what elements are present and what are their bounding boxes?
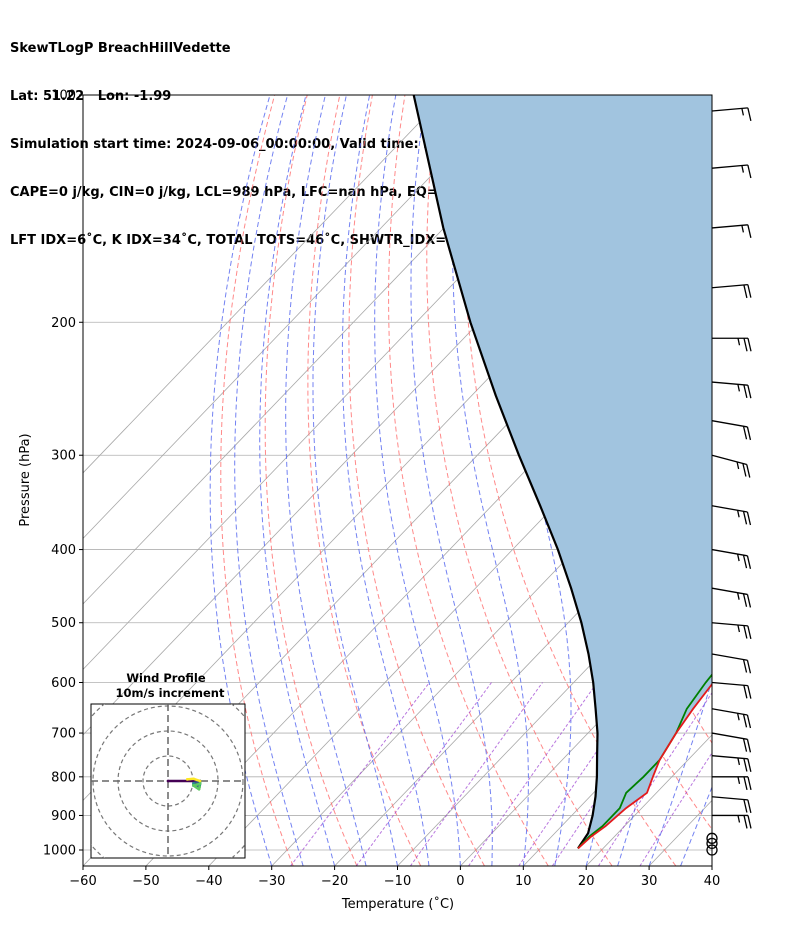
y-tick-label: 300	[51, 449, 76, 464]
y-tick-label: 1000	[43, 844, 76, 859]
wind-barb	[711, 107, 752, 122]
calm-wind-circle	[706, 837, 718, 850]
isotherm	[711, 865, 712, 866]
wind-barb	[711, 283, 752, 299]
wind-barb	[711, 796, 752, 813]
wind-barbs	[706, 107, 752, 856]
title-line-station: SkewTLogP BreachHillVedette	[10, 41, 231, 56]
moist-adiabat	[285, 95, 367, 866]
y-tick-label: 100	[51, 89, 76, 104]
wind-barb	[711, 653, 752, 674]
y-tick-label: 800	[51, 770, 76, 785]
dry-adiabat	[220, 95, 294, 866]
calm-wind-circle	[706, 844, 718, 856]
wind-barb	[711, 681, 752, 699]
dry-adiabat	[388, 95, 549, 866]
wind-barb	[711, 164, 752, 179]
y-tick-label: 600	[51, 676, 76, 691]
dewpoint-profile-line	[577, 673, 712, 850]
y-axis-label: Pressure (hPa)	[18, 433, 33, 526]
hodograph	[91, 704, 245, 858]
x-axis: −60 −50 −40 −30 −20 −10 0 10 20 30 40	[69, 866, 720, 889]
wind-barb	[712, 337, 752, 352]
isotherm	[460, 603, 712, 866]
x-tick-label: −10	[384, 874, 411, 889]
isotherm	[83, 95, 447, 474]
mixing-ratio-line	[468, 682, 598, 866]
wind-barb	[711, 622, 752, 640]
y-tick-label: 200	[51, 316, 76, 331]
x-tick-label: 40	[704, 874, 721, 889]
temperature-profile-line	[577, 682, 712, 850]
x-tick-label: 0	[456, 874, 464, 889]
moist-adiabat	[711, 864, 712, 866]
moist-adiabat	[452, 95, 529, 866]
inset-subtitle: 10m/s increment	[116, 686, 225, 700]
y-tick-label: 900	[51, 809, 76, 824]
moist-adiabat	[234, 95, 304, 866]
dry-adiabat	[763, 95, 794, 866]
x-tick-label: −30	[258, 874, 285, 889]
wind-barb	[711, 224, 752, 238]
dry-adiabat	[307, 95, 422, 866]
x-tick-label: −20	[321, 874, 348, 889]
dry-adiabat	[463, 95, 677, 866]
mixing-ratio-line	[355, 682, 492, 866]
mixing-ratio-line	[290, 682, 430, 866]
dry-adiabat	[264, 95, 358, 866]
wind-barb	[711, 755, 752, 772]
cape-fill-layer	[413, 95, 712, 849]
wind-barb	[711, 587, 752, 608]
dry-adiabat	[348, 95, 485, 866]
isotherm	[145, 275, 712, 866]
calm-wind-circle	[706, 832, 718, 844]
y-axis: 100 200 300 400 500 600 700 800 900 1000	[43, 89, 83, 859]
x-tick-label: −40	[195, 874, 222, 889]
moist-adiabat	[680, 785, 712, 866]
moist-adiabat	[410, 95, 493, 866]
wind-barb	[711, 505, 752, 526]
cape-cin-shading	[413, 95, 712, 849]
wind-barb	[712, 814, 752, 829]
wind-barb	[712, 776, 752, 790]
moist-adiabat	[209, 95, 273, 866]
moist-adiabat	[648, 678, 712, 866]
wind-barb	[711, 454, 751, 478]
moist-adiabat	[312, 95, 398, 866]
wind-barb	[711, 548, 752, 569]
title-line-location: Lat: 51.22 Lon: -1.99	[10, 89, 172, 104]
y-tick-label: 500	[51, 616, 76, 631]
moist-adiabat	[374, 95, 461, 866]
isotherm	[585, 734, 712, 866]
profile-layer	[412, 95, 712, 850]
dry-adiabat	[731, 95, 794, 866]
wind-profile-inset: Wind Profile 10m/s increment	[90, 671, 246, 859]
x-tick-label: −50	[132, 874, 159, 889]
moist-adiabat	[259, 95, 336, 866]
x-tick-label: 20	[578, 874, 595, 889]
mixing-ratio-line	[409, 682, 543, 866]
wind-barb	[711, 732, 752, 753]
x-tick-label: 30	[641, 874, 658, 889]
parcel-profile-line	[412, 95, 599, 850]
y-tick-label: 700	[51, 727, 76, 742]
x-tick-label: −60	[69, 874, 96, 889]
wind-barb	[711, 420, 752, 441]
inset-title: Wind Profile	[126, 671, 206, 685]
x-axis-label: Temperature (˚C)	[341, 896, 454, 912]
x-tick-label: 10	[515, 874, 532, 889]
wind-barb	[711, 708, 752, 729]
y-tick-label: 400	[51, 543, 76, 558]
isotherm	[83, 95, 509, 539]
wind-barb	[711, 381, 752, 399]
dry-adiabat	[426, 95, 613, 866]
moist-adiabat	[341, 95, 430, 866]
title-line-indices-2: LFT IDX=6˚C, K IDX=34˚C, TOTAL TOTS=46˚C…	[10, 233, 472, 248]
isotherm	[397, 537, 712, 866]
